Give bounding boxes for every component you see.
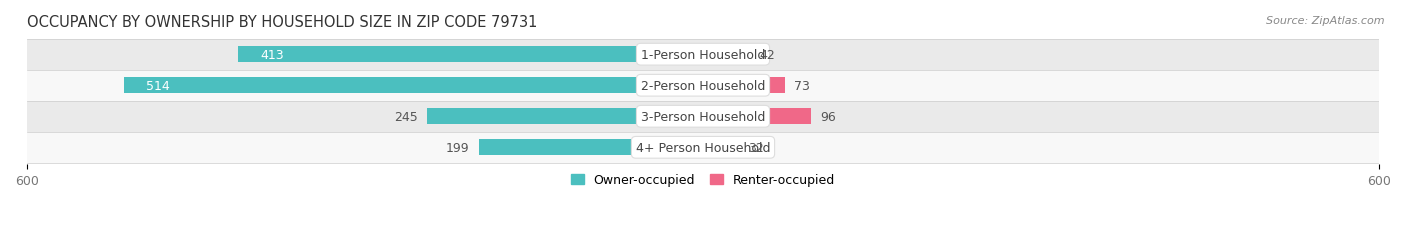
Text: 96: 96 <box>820 110 837 123</box>
Text: 42: 42 <box>759 49 775 61</box>
Bar <box>479 140 703 156</box>
Text: Source: ZipAtlas.com: Source: ZipAtlas.com <box>1267 16 1385 26</box>
Text: OCCUPANCY BY OWNERSHIP BY HOUSEHOLD SIZE IN ZIP CODE 79731: OCCUPANCY BY OWNERSHIP BY HOUSEHOLD SIZE… <box>27 15 537 30</box>
Bar <box>27 40 1379 70</box>
Bar <box>703 47 751 63</box>
Text: 1-Person Household: 1-Person Household <box>641 49 765 61</box>
Bar <box>27 132 1379 163</box>
Bar <box>124 78 703 94</box>
Bar <box>703 78 786 94</box>
Text: 32: 32 <box>748 141 763 154</box>
Text: 199: 199 <box>446 141 470 154</box>
Text: 3-Person Household: 3-Person Household <box>641 110 765 123</box>
Text: 245: 245 <box>394 110 418 123</box>
Legend: Owner-occupied, Renter-occupied: Owner-occupied, Renter-occupied <box>571 173 835 186</box>
Bar <box>703 109 811 125</box>
Bar <box>427 109 703 125</box>
Text: 514: 514 <box>146 79 170 92</box>
Text: 4+ Person Household: 4+ Person Household <box>636 141 770 154</box>
Text: 73: 73 <box>794 79 810 92</box>
Bar <box>27 70 1379 101</box>
Text: 2-Person Household: 2-Person Household <box>641 79 765 92</box>
Bar <box>703 140 740 156</box>
Bar <box>27 101 1379 132</box>
Bar <box>238 47 703 63</box>
Text: 413: 413 <box>260 49 284 61</box>
